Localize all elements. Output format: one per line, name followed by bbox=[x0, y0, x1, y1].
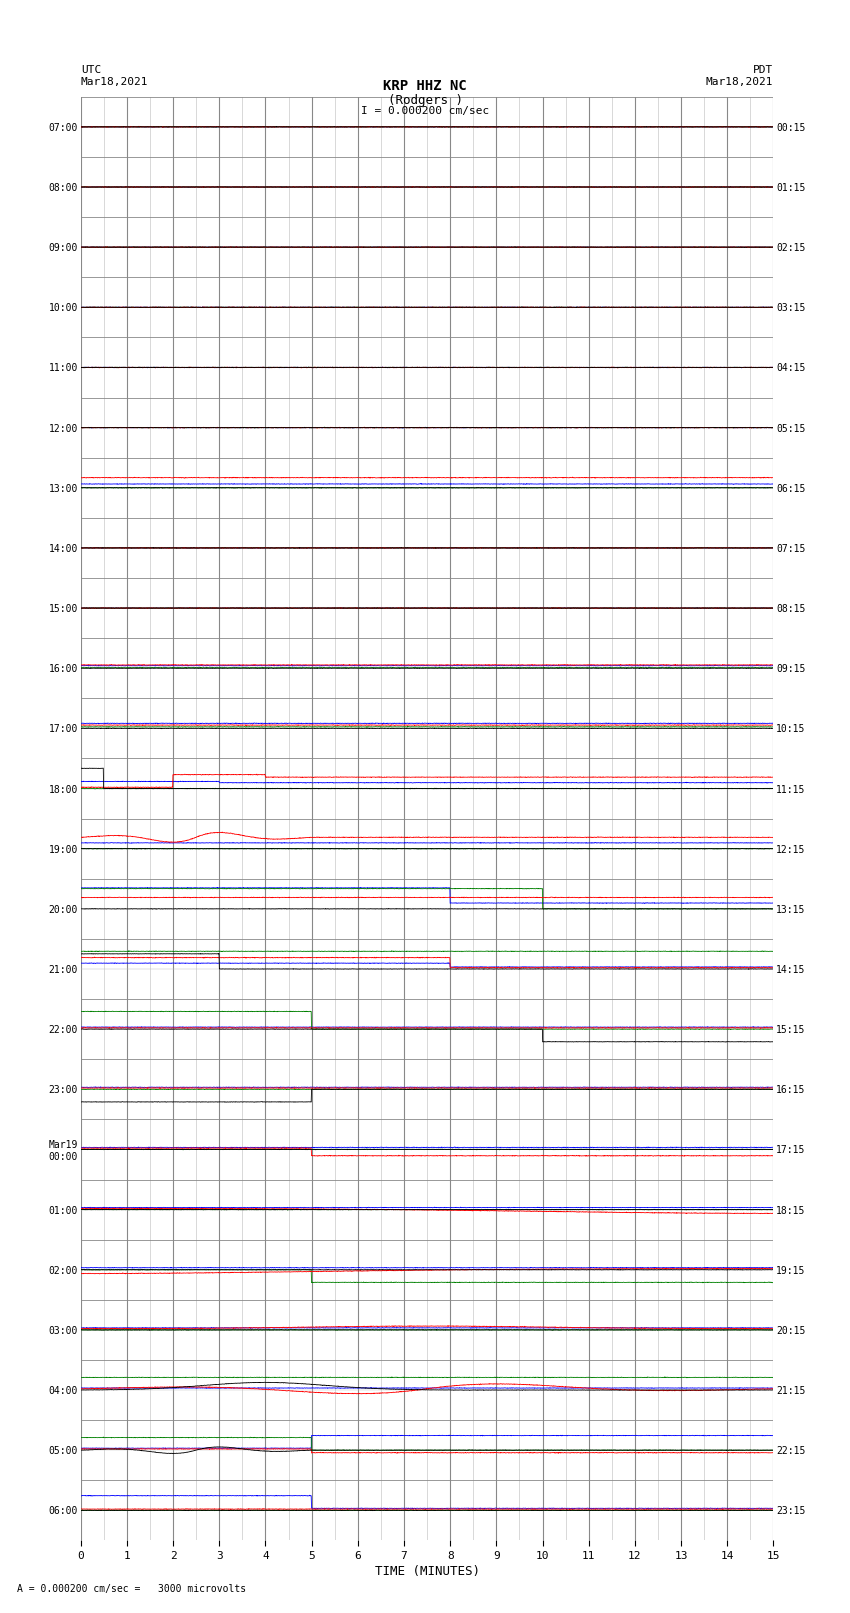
Text: KRP HHZ NC: KRP HHZ NC bbox=[383, 79, 467, 94]
X-axis label: TIME (MINUTES): TIME (MINUTES) bbox=[375, 1565, 479, 1578]
Text: PDT: PDT bbox=[753, 65, 774, 74]
Text: Mar18,2021: Mar18,2021 bbox=[706, 77, 774, 87]
Text: UTC: UTC bbox=[81, 65, 101, 74]
Text: (Rodgers ): (Rodgers ) bbox=[388, 94, 462, 106]
Text: A = 0.000200 cm/sec =   3000 microvolts: A = 0.000200 cm/sec = 3000 microvolts bbox=[17, 1584, 246, 1594]
Text: I = 0.000200 cm/sec: I = 0.000200 cm/sec bbox=[361, 106, 489, 116]
Text: Mar18,2021: Mar18,2021 bbox=[81, 77, 148, 87]
